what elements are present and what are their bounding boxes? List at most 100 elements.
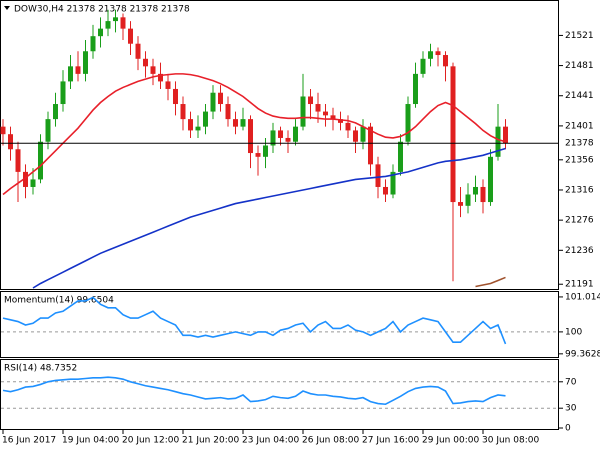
candle-body bbox=[240, 119, 246, 127]
candle-body bbox=[15, 149, 21, 172]
current-price-box bbox=[560, 137, 600, 150]
momentum-title: Momentum(14) 99.6504 bbox=[4, 296, 114, 306]
candle-body bbox=[375, 164, 381, 187]
y-tick-label: 21401 bbox=[565, 121, 594, 131]
candle-body bbox=[428, 51, 433, 59]
candle-body bbox=[203, 111, 208, 127]
x-tick-label: 19 Jun 04:00 bbox=[62, 436, 119, 446]
candle-body bbox=[158, 73, 163, 82]
candle-body bbox=[113, 17, 118, 22]
candle-body bbox=[38, 141, 43, 180]
x-tick-label: 20 Jun 12:00 bbox=[122, 436, 179, 446]
y-tick-label: 21276 bbox=[565, 216, 594, 226]
candle-body bbox=[255, 153, 261, 157]
candle-body bbox=[308, 96, 313, 105]
candle-body bbox=[345, 122, 351, 131]
candle-body bbox=[450, 66, 456, 203]
candle-body bbox=[390, 171, 396, 195]
candle-body bbox=[105, 21, 111, 29]
candle-body bbox=[413, 73, 418, 105]
candle-body bbox=[90, 36, 96, 52]
candle-body bbox=[323, 111, 328, 116]
candle-body bbox=[0, 126, 6, 135]
candle-body bbox=[480, 186, 486, 203]
y-tick-label: 70 bbox=[565, 377, 577, 387]
candle-body bbox=[398, 141, 403, 172]
candle-body bbox=[45, 119, 51, 142]
candle-body bbox=[143, 58, 148, 67]
candle-body bbox=[405, 104, 411, 142]
candle-body bbox=[165, 81, 171, 89]
candle-body bbox=[188, 119, 193, 131]
candle-body bbox=[420, 58, 426, 74]
candle-body bbox=[360, 126, 366, 142]
candle-body bbox=[443, 55, 448, 67]
candle-body bbox=[278, 130, 283, 138]
candle-body bbox=[53, 104, 58, 120]
candle-body bbox=[465, 194, 471, 206]
candle-body bbox=[270, 130, 276, 146]
chart-title: DOW30,H4 21378 21378 21378 21378 bbox=[14, 5, 190, 15]
menu-arrow bbox=[4, 6, 10, 10]
y-tick-label: 21236 bbox=[565, 246, 594, 256]
candle-body bbox=[135, 43, 141, 59]
candle-body bbox=[30, 179, 36, 187]
candle-body bbox=[218, 92, 223, 105]
main-frame bbox=[0, 0, 559, 290]
rsi-frame bbox=[0, 359, 559, 430]
candle-body bbox=[75, 66, 81, 74]
candle-body bbox=[150, 66, 156, 74]
candle-body bbox=[98, 28, 103, 37]
candle-body bbox=[383, 186, 388, 195]
rsi-title: RSI(14) 48.7352 bbox=[4, 364, 77, 374]
candle-body bbox=[495, 126, 501, 157]
y-tick-label: 21441 bbox=[565, 91, 594, 101]
ma-line bbox=[2, 73, 506, 196]
candle-body bbox=[128, 28, 133, 44]
candle-body bbox=[210, 92, 216, 112]
x-tick-label: 23 Jun 04:00 bbox=[242, 436, 299, 446]
candle-body bbox=[195, 126, 201, 131]
candle-body bbox=[225, 104, 231, 120]
candle-body bbox=[473, 186, 478, 195]
y-tick-label: 101.0149 bbox=[565, 292, 600, 302]
candle-body bbox=[353, 130, 358, 142]
candle-body bbox=[338, 119, 343, 123]
candle-body bbox=[120, 17, 126, 29]
indicator-line bbox=[2, 376, 506, 406]
y-tick-label: 21316 bbox=[565, 185, 594, 195]
candle-body bbox=[60, 81, 66, 105]
y-tick-label: 21356 bbox=[565, 155, 594, 165]
ma-line bbox=[475, 276, 506, 288]
y-tick-label: 99.3628 bbox=[565, 349, 600, 359]
candle-body bbox=[458, 202, 463, 206]
x-tick-label: 21 Jun 20:00 bbox=[182, 436, 239, 446]
candle-body bbox=[503, 126, 508, 144]
candle-body bbox=[300, 96, 306, 127]
current-price-label: 21378 bbox=[565, 139, 594, 149]
candle-body bbox=[23, 171, 28, 187]
candle-body bbox=[68, 66, 73, 82]
candle-body bbox=[293, 126, 298, 142]
candle-body bbox=[488, 156, 493, 203]
x-tick-label: 16 Jun 2017 bbox=[2, 436, 56, 446]
candle-body bbox=[315, 104, 321, 112]
x-tick-label: 29 Jun 00:00 bbox=[422, 436, 479, 446]
candle-body bbox=[8, 134, 13, 150]
candle-body bbox=[83, 51, 88, 74]
candle-body bbox=[263, 145, 268, 157]
y-tick-label: 21191 bbox=[565, 280, 594, 290]
indicator-line bbox=[2, 296, 507, 345]
y-tick-label: 21481 bbox=[565, 61, 594, 71]
y-tick-label: 21521 bbox=[565, 31, 594, 41]
candle-body bbox=[173, 88, 178, 105]
y-tick-label: 100 bbox=[565, 327, 582, 337]
ma-line bbox=[32, 147, 506, 289]
y-tick-label: 30 bbox=[565, 404, 577, 414]
momentum-frame bbox=[0, 291, 559, 358]
x-tick-label: 30 Jun 08:00 bbox=[482, 436, 539, 446]
candle-body bbox=[330, 115, 336, 120]
candle-body bbox=[180, 104, 186, 120]
candle-body bbox=[368, 126, 373, 165]
